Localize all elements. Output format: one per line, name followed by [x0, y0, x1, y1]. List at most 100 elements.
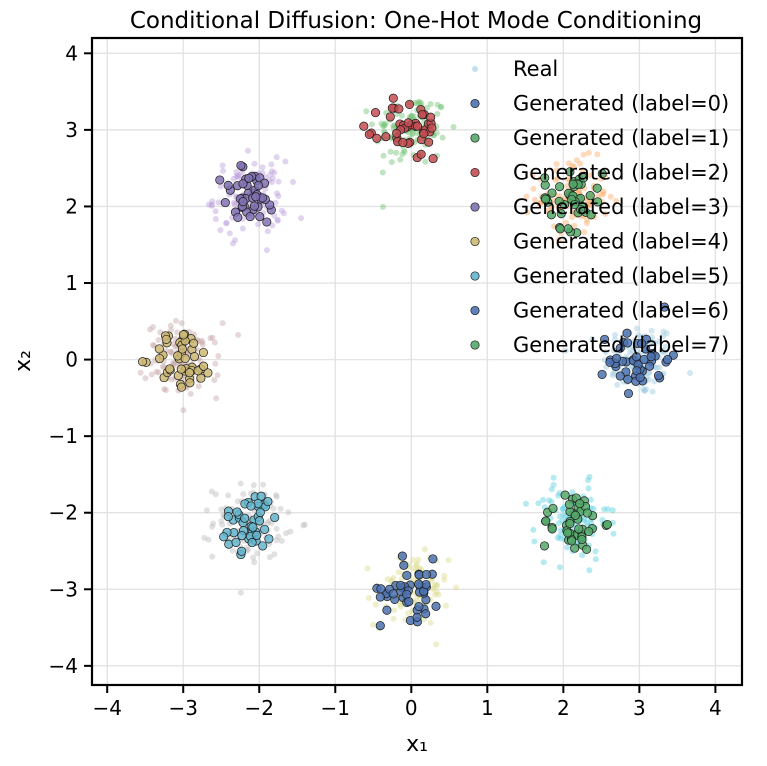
legend-marker	[470, 167, 480, 178]
generated-point-label-4	[180, 353, 190, 364]
real-point	[571, 222, 578, 229]
generated-point-label-5	[247, 538, 257, 548]
generated-point-label-5	[237, 531, 247, 541]
generated-point-label-2	[388, 93, 398, 103]
real-point	[263, 247, 270, 254]
real-point	[390, 615, 397, 622]
real-point	[424, 104, 430, 111]
real-point	[580, 151, 587, 158]
legend-label: Generated (label=2)	[513, 161, 729, 185]
generated-point-label-3	[220, 198, 230, 208]
real-point	[231, 201, 238, 208]
legend-marker	[470, 236, 480, 247]
real-point	[148, 371, 155, 378]
generated-point-label-5	[237, 546, 247, 556]
real-point	[287, 528, 294, 535]
x-tick-label: −4	[92, 696, 121, 720]
real-point	[255, 221, 262, 228]
real-point	[223, 220, 230, 227]
generated-point-label-2	[404, 99, 415, 109]
generated-point-label-6	[428, 554, 438, 564]
real-point	[251, 559, 258, 566]
real-point	[170, 340, 177, 347]
real-point	[595, 192, 602, 199]
real-point	[391, 607, 398, 614]
real-point	[220, 167, 226, 174]
real-point	[397, 603, 404, 610]
generated-point-label-5	[223, 512, 233, 522]
real-point	[415, 556, 422, 563]
real-point	[553, 167, 560, 174]
real-point	[215, 353, 222, 359]
real-point	[218, 518, 225, 524]
generated-point-label-7	[554, 196, 564, 206]
generated-point-label-4	[173, 351, 183, 361]
legend-marker	[470, 271, 480, 281]
real-point	[199, 339, 206, 346]
real-point	[556, 513, 563, 520]
real-point	[581, 517, 588, 524]
real-point	[554, 175, 561, 182]
real-point	[554, 534, 561, 541]
real-point	[562, 347, 569, 354]
generated-point-label-1	[602, 519, 612, 530]
real-point	[380, 152, 387, 159]
real-point	[611, 336, 618, 343]
real-point	[153, 368, 160, 375]
real-point	[583, 220, 590, 227]
real-point	[552, 176, 559, 183]
generated-point-label-1	[563, 528, 573, 538]
real-point	[208, 488, 215, 495]
legend-marker	[470, 340, 480, 350]
real-point	[250, 482, 257, 489]
real-point	[277, 505, 284, 512]
real-point	[563, 219, 570, 226]
real-point	[212, 491, 219, 498]
generated-point-label-1	[547, 524, 557, 534]
generated-point-label-0	[659, 302, 670, 312]
real-point	[587, 496, 594, 503]
real-point	[602, 210, 609, 217]
real-point	[592, 548, 599, 555]
generated-point-label-0	[615, 371, 625, 381]
real-point	[155, 337, 162, 343]
legend: Real Generated (label=0) Generated (label=…	[470, 57, 729, 357]
real-point	[233, 169, 240, 175]
real-point	[584, 519, 591, 526]
generated-point-label-1	[539, 541, 550, 551]
real-point	[613, 197, 619, 204]
real-point	[199, 341, 206, 348]
generated-point-label-7	[547, 188, 557, 198]
real-point	[414, 130, 421, 137]
generated-point-label-4	[176, 364, 186, 374]
real-point	[159, 363, 166, 370]
real-point	[443, 602, 449, 609]
real-point	[210, 520, 217, 527]
real-point	[230, 175, 237, 182]
generated-point-label-2	[403, 118, 413, 128]
generated-point-label-7	[540, 173, 550, 183]
generated-point-label-5	[231, 537, 241, 547]
legend-marker-real	[472, 66, 478, 72]
real-point	[211, 377, 218, 384]
generated-point-label-1	[564, 499, 574, 509]
generated-point-label-4	[155, 353, 165, 364]
real-point	[612, 332, 618, 338]
real-point	[211, 339, 218, 346]
generated-point-label-3	[223, 180, 233, 190]
generated-point-label-2	[394, 104, 404, 114]
real-point	[137, 369, 144, 376]
generated-point-label-4	[189, 352, 200, 362]
real-point	[167, 348, 174, 355]
real-point	[585, 485, 592, 492]
generated-point-label-7	[546, 210, 556, 220]
legend-label: Generated (label=3)	[513, 195, 729, 219]
generated-point-label-7	[555, 224, 565, 234]
real-point	[441, 576, 448, 583]
generated-point-label-4	[185, 368, 195, 378]
real-point	[411, 565, 418, 572]
generated-point-label-4	[178, 330, 188, 340]
real-point	[421, 546, 428, 553]
real-point	[609, 507, 616, 514]
real-point	[553, 161, 560, 167]
